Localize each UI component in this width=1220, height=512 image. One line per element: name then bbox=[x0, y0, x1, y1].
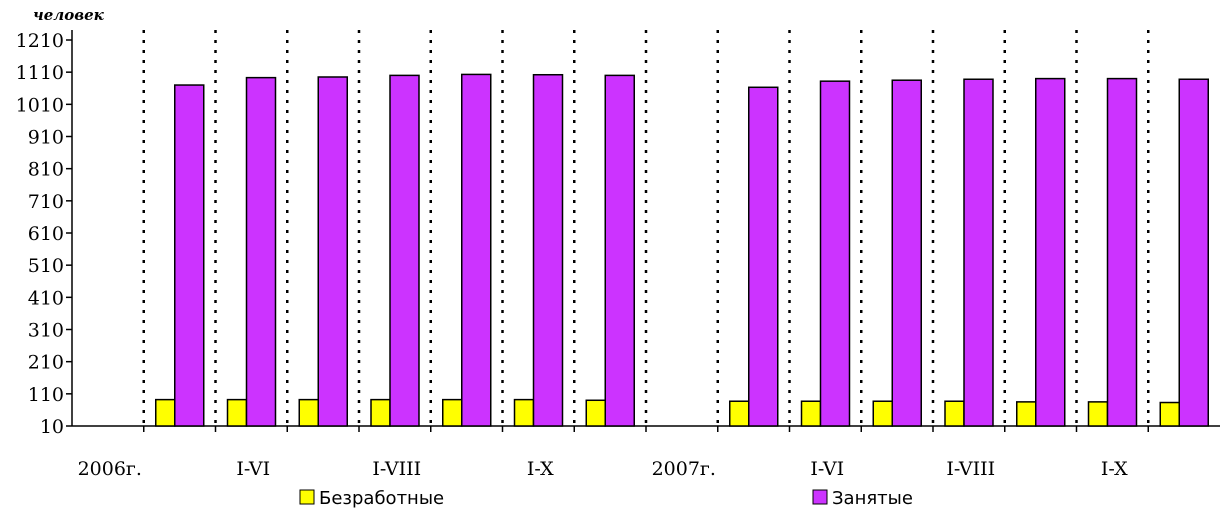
bar-unemployed bbox=[944, 400, 965, 427]
bar-employed bbox=[963, 78, 994, 427]
y-tick-label: 1110 bbox=[16, 62, 64, 84]
x-tick-label: 2006г. bbox=[78, 458, 142, 480]
y-tick-label: 310 bbox=[28, 320, 64, 342]
y-axis: 10 110 210 310 410 510 610 710 810 910 1010 1110 121… bbox=[16, 30, 73, 438]
bar-unemployed bbox=[729, 400, 750, 427]
bar-employed bbox=[317, 76, 348, 427]
grid-lines bbox=[142, 30, 1150, 426]
legend-item-employed: Занятые bbox=[812, 488, 913, 509]
x-tick-label: I-VIII bbox=[372, 458, 421, 480]
y-tick-label: 210 bbox=[28, 352, 64, 374]
y-tick-label: 1010 bbox=[16, 94, 64, 116]
y-tick-label: 110 bbox=[28, 384, 64, 406]
legend-label-unemployed: Безработные bbox=[319, 488, 444, 509]
y-tick-label: 810 bbox=[28, 159, 64, 181]
x-tick-label: I-X bbox=[1101, 458, 1128, 480]
bar-unemployed bbox=[1016, 401, 1037, 427]
x-axis bbox=[72, 425, 1220, 432]
bar-unemployed bbox=[226, 398, 248, 427]
bar-unemployed bbox=[298, 398, 319, 427]
bar-unemployed bbox=[585, 399, 606, 427]
bar-unemployed bbox=[513, 398, 535, 427]
bar-employed bbox=[604, 74, 635, 427]
bar-employed bbox=[1106, 77, 1138, 427]
y-tick-label: 510 bbox=[28, 255, 64, 277]
bar-employed bbox=[1178, 78, 1209, 427]
x-tick-label: I-VIII bbox=[946, 458, 995, 480]
unit-label: человек bbox=[33, 6, 105, 24]
bar-employed bbox=[819, 80, 851, 427]
x-tick-label: I-VI bbox=[236, 458, 270, 480]
y-tick-label: 710 bbox=[28, 191, 64, 213]
y-tick-label: 410 bbox=[28, 287, 64, 309]
legend-swatch-employed bbox=[812, 489, 828, 505]
y-tick-label: 10 bbox=[40, 416, 64, 438]
bars bbox=[155, 73, 1209, 427]
x-tick-label: I-X bbox=[527, 458, 554, 480]
bar-employed bbox=[748, 86, 779, 427]
bar-employed bbox=[389, 74, 420, 427]
bar-unemployed bbox=[872, 400, 893, 427]
bar-unemployed bbox=[155, 398, 176, 427]
legend-label-employed: Занятые bbox=[832, 488, 913, 509]
x-tick-label: I-VI bbox=[810, 458, 844, 480]
bar-unemployed bbox=[370, 398, 391, 427]
bar-employed bbox=[245, 76, 277, 427]
x-axis-labels: 2006г. I-VI I-VIII I-X 2007г. I-VI I-VIII I-X bbox=[78, 458, 1129, 480]
bar-employed bbox=[174, 84, 205, 427]
bar-unemployed bbox=[442, 398, 463, 427]
bar-employed bbox=[891, 79, 922, 427]
legend-item-unemployed: Безработные bbox=[299, 488, 444, 509]
y-tick-label: 910 bbox=[28, 127, 64, 149]
y-tick-label: 610 bbox=[28, 223, 64, 245]
bar-unemployed bbox=[1087, 401, 1109, 427]
bar-employed bbox=[532, 73, 564, 427]
bar-employed bbox=[1035, 77, 1066, 427]
bar-unemployed bbox=[800, 400, 822, 427]
bar-employed bbox=[461, 73, 492, 427]
bar-unemployed bbox=[1159, 401, 1180, 427]
legend-swatch-unemployed bbox=[299, 489, 315, 505]
y-tick-label: 1210 bbox=[16, 30, 64, 52]
x-tick-label: 2007г. bbox=[652, 458, 716, 480]
legend: Безработные Занятые bbox=[299, 488, 913, 509]
